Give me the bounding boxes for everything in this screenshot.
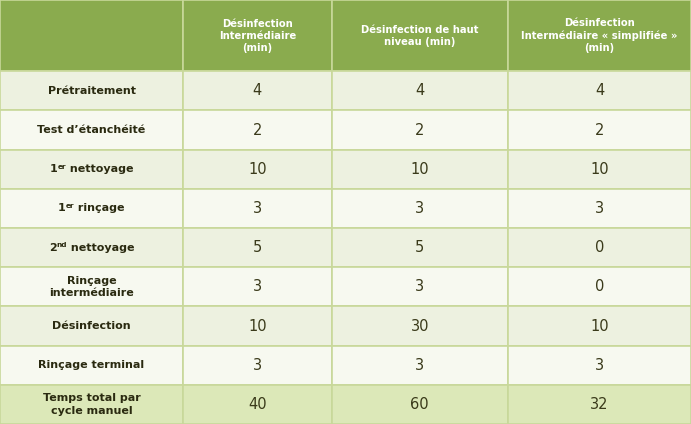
Bar xyxy=(508,0,691,71)
Bar xyxy=(332,267,508,307)
Bar xyxy=(332,189,508,228)
Text: Rinçage terminal: Rinçage terminal xyxy=(39,360,144,370)
Bar xyxy=(183,307,332,346)
Text: 10: 10 xyxy=(248,162,267,177)
Text: Désinfection
Intermédiaire « simplifiée »
(min): Désinfection Intermédiaire « simplifiée … xyxy=(521,18,678,53)
Text: 3: 3 xyxy=(253,358,262,373)
Text: Désinfection
Intermédiaire
(min): Désinfection Intermédiaire (min) xyxy=(219,19,296,53)
Bar xyxy=(183,110,332,150)
Text: er: er xyxy=(66,203,75,209)
Text: 2: 2 xyxy=(48,243,57,253)
Bar xyxy=(0,267,183,307)
Text: 3: 3 xyxy=(253,201,262,216)
Bar xyxy=(183,71,332,110)
Text: 30: 30 xyxy=(410,318,429,334)
Bar xyxy=(0,150,183,189)
Bar xyxy=(508,267,691,307)
Bar xyxy=(0,385,183,424)
Bar xyxy=(332,385,508,424)
Bar xyxy=(332,228,508,267)
Text: Rinçage
intermédiaire: Rinçage intermédiaire xyxy=(49,276,134,298)
Bar xyxy=(0,0,183,71)
Text: 10: 10 xyxy=(590,318,609,334)
Text: nettoyage: nettoyage xyxy=(66,164,133,174)
Text: Désinfection de haut
niveau (min): Désinfection de haut niveau (min) xyxy=(361,25,479,47)
Text: 10: 10 xyxy=(590,162,609,177)
Bar xyxy=(0,71,183,110)
Text: 10: 10 xyxy=(248,318,267,334)
Bar xyxy=(183,150,332,189)
Text: 4: 4 xyxy=(253,84,262,98)
Bar xyxy=(0,189,183,228)
Bar xyxy=(332,110,508,150)
Text: 32: 32 xyxy=(590,397,609,412)
Bar xyxy=(183,0,332,71)
Text: 4: 4 xyxy=(595,84,604,98)
Text: nd: nd xyxy=(57,242,67,248)
Bar xyxy=(0,228,183,267)
Bar xyxy=(508,307,691,346)
Text: 0: 0 xyxy=(595,279,604,294)
Bar xyxy=(183,228,332,267)
Text: 3: 3 xyxy=(253,279,262,294)
Bar xyxy=(332,71,508,110)
Bar xyxy=(508,189,691,228)
Text: 10: 10 xyxy=(410,162,429,177)
Bar xyxy=(508,228,691,267)
Text: nettoyage: nettoyage xyxy=(67,243,135,253)
Text: 5: 5 xyxy=(415,240,424,255)
Text: 0: 0 xyxy=(595,240,604,255)
Text: 40: 40 xyxy=(248,397,267,412)
Bar xyxy=(183,267,332,307)
Bar xyxy=(508,346,691,385)
Text: 4: 4 xyxy=(415,84,424,98)
Bar xyxy=(332,307,508,346)
Text: Prétraitement: Prétraitement xyxy=(48,86,135,96)
Text: er: er xyxy=(57,164,66,170)
Text: 3: 3 xyxy=(595,358,604,373)
Bar xyxy=(0,307,183,346)
Text: 3: 3 xyxy=(595,201,604,216)
Bar xyxy=(183,189,332,228)
Bar xyxy=(332,0,508,71)
Text: 2: 2 xyxy=(415,123,424,137)
Bar xyxy=(183,385,332,424)
Text: Test d’étanchéité: Test d’étanchéité xyxy=(37,125,146,135)
Bar xyxy=(183,346,332,385)
Bar xyxy=(0,346,183,385)
Bar xyxy=(0,110,183,150)
Text: Désinfection: Désinfection xyxy=(53,321,131,331)
Text: 1: 1 xyxy=(58,204,66,213)
Text: Temps total par
cycle manuel: Temps total par cycle manuel xyxy=(43,393,140,416)
Text: 5: 5 xyxy=(253,240,262,255)
Text: rinçage: rinçage xyxy=(75,204,125,213)
Text: 3: 3 xyxy=(415,201,424,216)
Bar xyxy=(508,110,691,150)
Text: 1: 1 xyxy=(50,164,57,174)
Bar xyxy=(508,150,691,189)
Bar xyxy=(332,150,508,189)
Bar xyxy=(332,346,508,385)
Text: 3: 3 xyxy=(415,279,424,294)
Text: 60: 60 xyxy=(410,397,429,412)
Text: 3: 3 xyxy=(415,358,424,373)
Bar xyxy=(508,385,691,424)
Bar xyxy=(508,71,691,110)
Text: 2: 2 xyxy=(253,123,262,137)
Text: 2: 2 xyxy=(595,123,604,137)
